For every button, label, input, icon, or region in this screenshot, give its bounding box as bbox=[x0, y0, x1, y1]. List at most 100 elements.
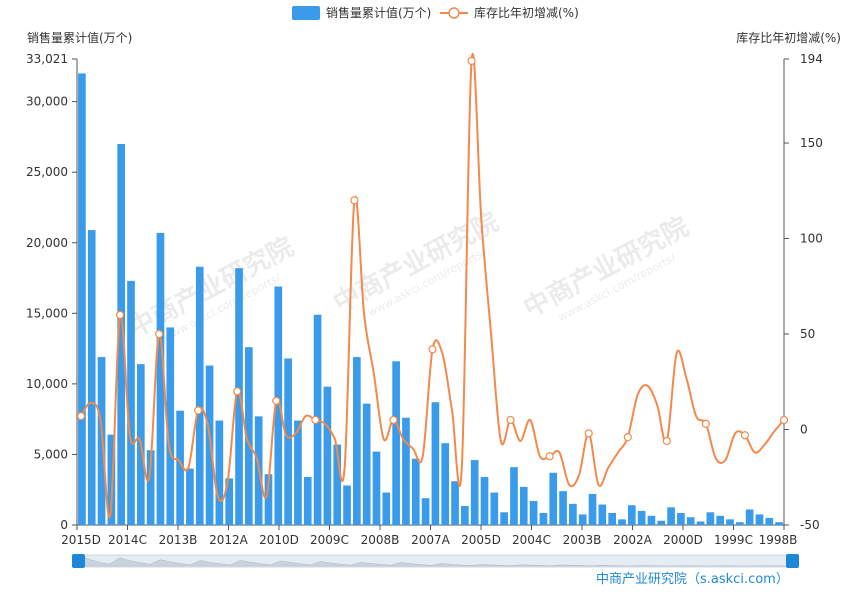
source-credit[interactable]: 中商产业研究院（s.askci.com） bbox=[596, 572, 789, 587]
bar bbox=[569, 503, 577, 525]
bar bbox=[627, 505, 636, 525]
zoom-preview bbox=[79, 555, 793, 567]
zoom-slider bbox=[72, 554, 799, 568]
bar bbox=[431, 402, 440, 525]
bar bbox=[470, 460, 479, 525]
x-tick-label: 2008B bbox=[361, 533, 400, 547]
legend-bar-swatch bbox=[292, 6, 320, 20]
line-point bbox=[662, 436, 671, 446]
y-right-axis-title: 库存比年初增减(%) bbox=[736, 30, 841, 45]
bar bbox=[245, 347, 253, 525]
x-tick-label: 2004C bbox=[512, 533, 551, 547]
bar bbox=[392, 361, 400, 525]
bar bbox=[274, 286, 283, 525]
zoom-handle-left[interactable] bbox=[72, 554, 85, 568]
y-left-tick-label: 15,000 bbox=[26, 306, 68, 320]
bar bbox=[637, 510, 646, 525]
line-point bbox=[506, 415, 515, 425]
line-point bbox=[115, 310, 125, 320]
bar bbox=[166, 327, 175, 525]
bar bbox=[755, 514, 764, 525]
bar bbox=[421, 498, 430, 525]
bar bbox=[372, 451, 381, 525]
bar bbox=[333, 444, 342, 525]
bar bbox=[500, 512, 508, 525]
bar bbox=[735, 522, 744, 525]
bar bbox=[362, 403, 371, 525]
line-point bbox=[467, 56, 476, 66]
line-series-path bbox=[80, 52, 785, 519]
bar bbox=[765, 517, 774, 525]
bar bbox=[588, 493, 597, 525]
y-left-tick-label: 25,000 bbox=[26, 165, 68, 179]
bar bbox=[402, 417, 410, 525]
bar bbox=[411, 458, 420, 525]
bar bbox=[225, 478, 234, 525]
y-right-tick-label: 150 bbox=[800, 136, 823, 150]
line-point bbox=[740, 431, 750, 440]
line-point bbox=[428, 345, 437, 354]
bar bbox=[775, 522, 783, 525]
bar bbox=[441, 443, 450, 525]
bar bbox=[146, 450, 155, 525]
line-point bbox=[272, 396, 281, 405]
bar bbox=[303, 477, 312, 525]
x-tick-label: 2013B bbox=[159, 533, 198, 547]
bar bbox=[608, 513, 616, 525]
bar bbox=[461, 505, 469, 525]
line-point bbox=[584, 429, 593, 438]
y-right-tick-label: 100 bbox=[800, 232, 823, 246]
y-left-axis-title: 销售量累计值(万个) bbox=[27, 30, 132, 45]
bar bbox=[127, 280, 135, 525]
bar bbox=[78, 73, 86, 526]
line-point bbox=[194, 406, 203, 415]
y-right-tick-label: 194 bbox=[800, 52, 823, 66]
bar bbox=[559, 491, 567, 525]
x-tick-label: 2003B bbox=[563, 533, 602, 547]
x-tick-label: 2000D bbox=[663, 533, 703, 547]
y-left-tick-label: 20,000 bbox=[26, 236, 68, 250]
bar bbox=[235, 268, 243, 525]
bar bbox=[156, 232, 165, 525]
bar bbox=[480, 477, 489, 525]
bar bbox=[598, 504, 607, 525]
line-point bbox=[545, 452, 554, 461]
bar bbox=[353, 357, 361, 525]
bar bbox=[706, 512, 715, 525]
x-tick-label: 2015D bbox=[61, 533, 101, 547]
bar bbox=[343, 485, 351, 525]
line-point bbox=[389, 415, 398, 425]
line-point bbox=[701, 419, 710, 428]
x-tick-label: 2005D bbox=[461, 533, 501, 547]
zoom-handle-right[interactable] bbox=[786, 554, 799, 568]
legend: 销售量累计值(万个) 库存比年初增减(%) bbox=[292, 5, 579, 20]
x-tick-label: 2007A bbox=[411, 533, 451, 547]
bar bbox=[618, 519, 626, 525]
bar bbox=[519, 486, 528, 525]
bar bbox=[549, 472, 558, 525]
bar bbox=[107, 434, 116, 525]
bar bbox=[726, 519, 734, 525]
x-tick-label: 1998B bbox=[759, 533, 798, 547]
y-right-tick-label: 0 bbox=[800, 423, 808, 437]
bar bbox=[117, 143, 126, 526]
bar bbox=[323, 386, 332, 525]
legend-bar-label: 销售量累计值(万个) bbox=[326, 5, 431, 20]
y-left-tick-label: 0 bbox=[60, 518, 68, 532]
x-tick-label: 1999C bbox=[714, 533, 753, 547]
y-left-max-label: 33,021 bbox=[26, 52, 68, 66]
line-point bbox=[311, 415, 320, 425]
line-point bbox=[623, 433, 632, 442]
bar bbox=[186, 468, 194, 525]
bar bbox=[657, 520, 666, 525]
bar bbox=[745, 509, 754, 525]
bar bbox=[539, 513, 548, 525]
bar bbox=[382, 492, 391, 525]
line-point bbox=[155, 329, 164, 339]
y-left-tick-label: 30,000 bbox=[26, 95, 68, 109]
bar bbox=[451, 481, 459, 525]
x-tick-label: 2012A bbox=[209, 533, 249, 547]
bar bbox=[510, 467, 518, 525]
